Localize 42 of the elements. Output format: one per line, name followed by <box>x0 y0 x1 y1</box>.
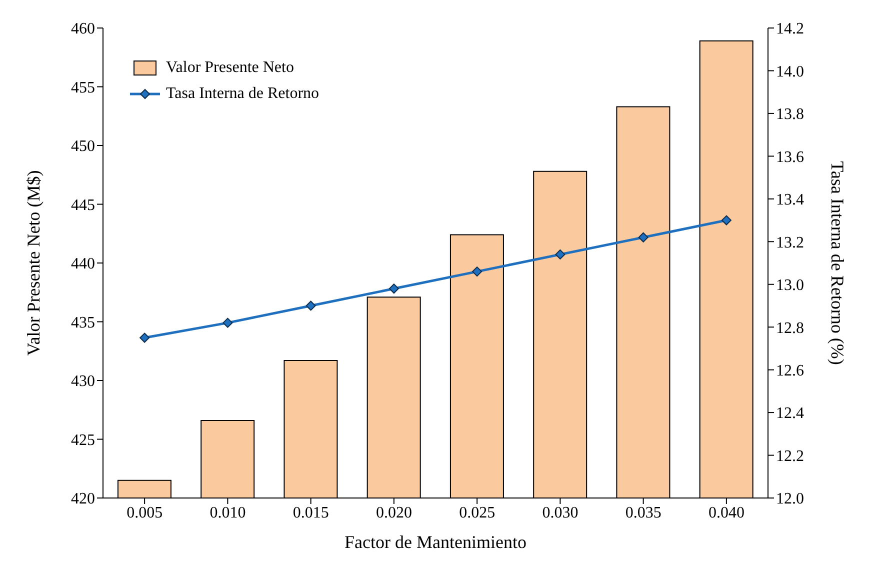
y2-tick-label: 12.0 <box>776 490 804 508</box>
y2-tick-label: 12.4 <box>776 405 804 422</box>
x-tick-label: 0.020 <box>376 504 412 522</box>
x-tick-label: 0.025 <box>459 504 496 522</box>
point <box>140 332 150 343</box>
y-tick-label: 450 <box>71 138 95 156</box>
point <box>388 284 399 294</box>
legend-label: Valor Presente Neto <box>166 59 294 77</box>
y2-tick-label: 12.6 <box>776 362 804 380</box>
y-tick-label: 455 <box>71 79 95 96</box>
x-tick-label: 0.005 <box>126 504 163 522</box>
point <box>638 232 648 242</box>
point <box>555 249 566 260</box>
y2-tick-label: 13.2 <box>776 234 804 252</box>
y2-tick-label: 14.2 <box>776 20 804 38</box>
x-tick-label: 0.035 <box>625 504 662 522</box>
y2-tick-label: 13.6 <box>776 148 804 166</box>
point <box>222 318 233 328</box>
y-tick-label: 445 <box>71 196 95 214</box>
point <box>472 266 482 277</box>
y2-tick-label: 13.0 <box>776 277 804 294</box>
y2-tick-label: 12.8 <box>776 320 804 337</box>
y-tick-label: 420 <box>71 490 95 508</box>
y2-tick-label: 14.0 <box>776 63 804 80</box>
x-tick-label: 0.030 <box>542 504 578 522</box>
y2-axis-title: Tasa Interna de Retorno (%) <box>828 161 848 365</box>
y2-tick-label: 13.4 <box>776 192 804 209</box>
x-tick-label: 0.040 <box>708 504 744 522</box>
y-tick-label: 430 <box>71 373 95 390</box>
y-tick-label: 435 <box>71 314 95 332</box>
point <box>721 215 732 226</box>
y-tick-label: 425 <box>71 432 95 449</box>
x-tick-label: 0.015 <box>292 504 329 522</box>
y-axis-title: Valor Presente Neto (M$) <box>23 170 44 356</box>
x-axis-title: Factor de Mantenimiento <box>344 532 526 552</box>
y2-tick-label: 13.8 <box>776 106 804 124</box>
legend-label: Tasa Interna de Retorno <box>166 85 320 103</box>
y-tick-label: 440 <box>71 256 95 273</box>
x-tick-label: 0.010 <box>210 504 246 522</box>
y-tick-label: 460 <box>71 20 95 38</box>
point <box>306 300 316 311</box>
y2-tick-label: 12.2 <box>776 448 804 465</box>
